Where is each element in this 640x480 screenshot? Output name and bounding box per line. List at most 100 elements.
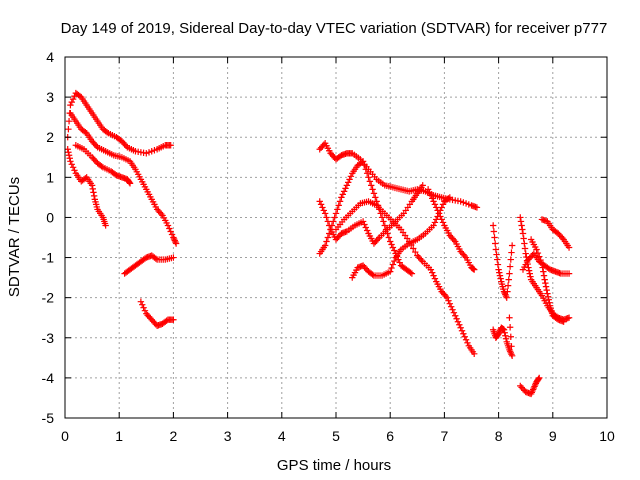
data-point bbox=[431, 275, 439, 282]
x-axis-label: GPS time / hours bbox=[277, 457, 391, 474]
data-point bbox=[365, 174, 372, 181]
data-point bbox=[374, 235, 382, 243]
data-point bbox=[424, 186, 432, 193]
data-point bbox=[508, 351, 515, 358]
data-point bbox=[103, 129, 111, 136]
data-point bbox=[427, 192, 435, 199]
data-point bbox=[442, 292, 449, 300]
data-point bbox=[559, 234, 566, 242]
data-point bbox=[158, 210, 165, 218]
x-tick-label: 4 bbox=[278, 428, 286, 444]
data-point bbox=[326, 222, 333, 229]
data-point bbox=[164, 222, 172, 229]
data-point bbox=[546, 299, 553, 306]
data-point bbox=[170, 234, 177, 241]
data-point bbox=[496, 272, 504, 279]
data-point bbox=[535, 375, 542, 383]
data-point bbox=[331, 214, 338, 221]
data-point bbox=[462, 336, 470, 343]
data-point bbox=[68, 98, 75, 106]
data-point bbox=[90, 189, 97, 196]
data-point bbox=[385, 234, 393, 241]
data-point bbox=[321, 242, 329, 249]
data-point bbox=[343, 182, 351, 189]
data-point bbox=[320, 207, 328, 214]
data-point bbox=[543, 286, 550, 294]
data-point bbox=[529, 387, 536, 395]
data-point bbox=[141, 307, 149, 314]
data-point bbox=[405, 238, 413, 245]
y-tick-label: -4 bbox=[42, 370, 55, 386]
data-point bbox=[126, 180, 134, 187]
data-points bbox=[64, 89, 573, 398]
data-point bbox=[370, 190, 378, 197]
data-point bbox=[66, 155, 73, 162]
data-point bbox=[522, 250, 529, 257]
data-point bbox=[506, 348, 514, 355]
data-point bbox=[67, 101, 74, 109]
data-point bbox=[446, 300, 454, 307]
data-point bbox=[391, 257, 398, 265]
data-point bbox=[454, 318, 462, 325]
data-point bbox=[89, 185, 96, 193]
data-point bbox=[170, 254, 177, 261]
data-point bbox=[446, 194, 454, 201]
y-tick-label: 3 bbox=[46, 89, 54, 105]
y-tick-label: 2 bbox=[46, 129, 54, 145]
data-point bbox=[389, 244, 397, 251]
data-point bbox=[457, 324, 464, 331]
data-point bbox=[407, 269, 414, 276]
y-tick-label: 4 bbox=[46, 49, 54, 65]
data-point bbox=[340, 188, 348, 195]
data-point bbox=[362, 166, 370, 173]
y-tick-label: -1 bbox=[42, 250, 55, 266]
data-point bbox=[452, 312, 459, 319]
data-point bbox=[507, 349, 514, 357]
data-point bbox=[372, 194, 379, 201]
data-point bbox=[496, 329, 503, 336]
data-point bbox=[90, 192, 98, 200]
x-tick-label: 7 bbox=[441, 428, 449, 444]
data-point bbox=[433, 216, 440, 223]
data-point bbox=[506, 346, 513, 354]
data-point bbox=[430, 272, 437, 279]
data-point bbox=[502, 332, 509, 339]
data-point bbox=[503, 294, 510, 301]
data-point bbox=[489, 222, 497, 229]
y-tick-label: -3 bbox=[42, 330, 55, 346]
data-point bbox=[122, 142, 130, 149]
data-point bbox=[502, 335, 510, 342]
data-point bbox=[388, 264, 395, 272]
data-point bbox=[565, 270, 573, 277]
data-point bbox=[408, 241, 415, 249]
data-point bbox=[65, 117, 73, 125]
data-point bbox=[461, 252, 468, 260]
data-point bbox=[166, 225, 173, 232]
data-point bbox=[88, 182, 96, 189]
data-point bbox=[71, 167, 78, 174]
data-point bbox=[507, 256, 514, 263]
data-point bbox=[396, 259, 403, 266]
data-point bbox=[471, 350, 478, 358]
data-point bbox=[458, 327, 466, 334]
data-point bbox=[497, 275, 504, 282]
data-point bbox=[140, 304, 147, 311]
data-point bbox=[542, 279, 549, 287]
data-point bbox=[519, 230, 527, 237]
data-point bbox=[527, 390, 535, 398]
data-point bbox=[544, 293, 552, 300]
data-point bbox=[438, 216, 445, 223]
data-point bbox=[491, 234, 498, 241]
data-point bbox=[507, 333, 514, 340]
data-point bbox=[65, 126, 72, 133]
data-point bbox=[508, 352, 516, 360]
x-tick-label: 0 bbox=[61, 428, 69, 444]
data-point bbox=[430, 222, 437, 229]
data-point bbox=[380, 218, 387, 225]
data-point bbox=[433, 204, 440, 211]
data-point bbox=[536, 374, 543, 382]
data-point bbox=[171, 237, 178, 244]
data-point bbox=[496, 269, 503, 276]
data-point bbox=[517, 218, 525, 225]
